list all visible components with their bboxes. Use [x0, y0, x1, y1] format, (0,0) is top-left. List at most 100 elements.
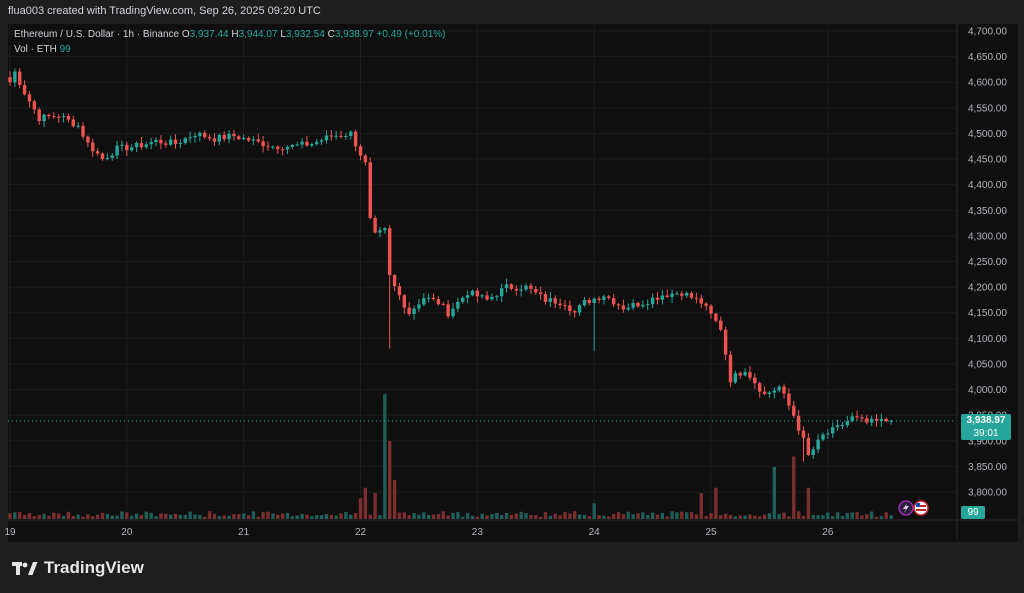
candle-body — [538, 292, 543, 295]
y-tick-label: 4,100.00 — [968, 334, 1007, 345]
volume-bar — [548, 515, 553, 519]
volume-bar — [349, 514, 353, 519]
candle-body — [164, 143, 168, 145]
lightning-glyph — [903, 503, 909, 513]
candle-body — [417, 304, 421, 309]
candle-body — [831, 427, 835, 434]
close-value: 3,938.97 — [334, 29, 374, 40]
volume-bar — [441, 511, 445, 519]
candle-body — [509, 284, 514, 289]
volume-bar — [66, 511, 71, 519]
volume-bar — [402, 512, 407, 519]
volume-bar — [806, 487, 811, 519]
candle-body — [694, 297, 699, 299]
symbol-legend[interactable]: Ethereum / U.S. Dollar · 1h · Binance O3… — [14, 29, 445, 40]
symbol-name: Ethereum / U.S. Dollar · 1h · Binance — [14, 29, 180, 40]
candle-body — [232, 133, 236, 137]
volume-bar — [129, 515, 134, 519]
volume-bar — [329, 514, 334, 519]
candle-body — [577, 305, 582, 313]
candle-body — [436, 299, 441, 305]
volume-bar — [646, 514, 650, 519]
x-tick-label: 25 — [705, 527, 717, 538]
candle-body — [300, 141, 304, 145]
volume-bar — [144, 511, 149, 519]
volume-bar — [860, 515, 864, 519]
volume-legend[interactable]: Vol · ETH 99 — [14, 44, 71, 55]
open-label: O — [181, 29, 190, 40]
volume-bar — [295, 515, 299, 519]
candle-body — [845, 421, 850, 426]
y-tick-label: 4,150.00 — [968, 308, 1007, 319]
volume-bar — [164, 513, 168, 519]
volume-bar — [183, 514, 187, 519]
volume-bar — [582, 514, 587, 519]
candle-body — [558, 303, 562, 306]
volume-bar — [753, 515, 757, 519]
volume-bar — [105, 513, 110, 519]
volume-bar — [232, 514, 236, 519]
volume-bar — [699, 492, 703, 519]
volume-bar — [363, 487, 368, 519]
volume-bar — [154, 516, 158, 519]
candle-body — [388, 228, 392, 276]
plot-area[interactable] — [8, 24, 1018, 542]
volume-bar — [125, 512, 129, 519]
candle-body — [173, 139, 178, 145]
volume-bar — [207, 511, 212, 519]
candle-body — [582, 300, 587, 306]
volume-bar — [324, 513, 329, 519]
volume-bar — [602, 515, 606, 519]
volume-bar — [465, 513, 470, 519]
candle-body — [397, 286, 402, 296]
volume-bar — [383, 394, 387, 519]
candle-body — [120, 144, 124, 146]
candle-body — [806, 437, 811, 455]
volume-bar — [91, 516, 95, 519]
volume-bar — [314, 515, 319, 519]
volume-bar — [495, 512, 499, 519]
volume-bar — [276, 514, 280, 519]
volume-bar — [787, 516, 791, 519]
candle-body — [684, 292, 689, 296]
y-tick-label: 4,550.00 — [968, 103, 1007, 114]
open-value: 3,937.44 — [189, 29, 229, 40]
volume-tag: 99 — [961, 506, 985, 519]
volume-bar — [27, 513, 32, 519]
volume-bar — [684, 512, 689, 519]
candle-body — [796, 415, 801, 431]
volume-bar — [499, 515, 504, 519]
volume-bar — [319, 515, 324, 519]
volume-bar — [115, 515, 119, 519]
candle-body — [56, 116, 61, 118]
volume-bar — [777, 513, 781, 519]
candle-body — [621, 305, 626, 310]
candle-body — [650, 297, 655, 305]
candle-body — [334, 135, 338, 137]
candle-body — [198, 132, 202, 136]
candle-body — [655, 297, 660, 300]
volume-bar — [743, 515, 747, 519]
volume-bar — [426, 514, 431, 519]
candle-body — [178, 143, 183, 145]
candle-body — [597, 298, 601, 300]
volume-bar — [212, 513, 217, 519]
candle-body — [305, 141, 309, 146]
volume-bar — [52, 512, 56, 519]
volume-bar — [767, 513, 772, 519]
candle-body — [446, 304, 450, 317]
volume-bar — [422, 512, 426, 519]
candle-body — [490, 296, 494, 300]
candle-body — [266, 146, 270, 148]
candle-body — [792, 405, 796, 416]
volume-bar — [100, 512, 105, 519]
volume-bar — [56, 513, 61, 519]
candle-body — [18, 71, 22, 85]
candle-body — [860, 417, 864, 419]
candle-body — [188, 137, 192, 139]
volume-bar — [203, 516, 207, 519]
volume-bar — [757, 516, 762, 519]
volume-bar — [368, 514, 372, 519]
candle-body — [704, 303, 708, 306]
